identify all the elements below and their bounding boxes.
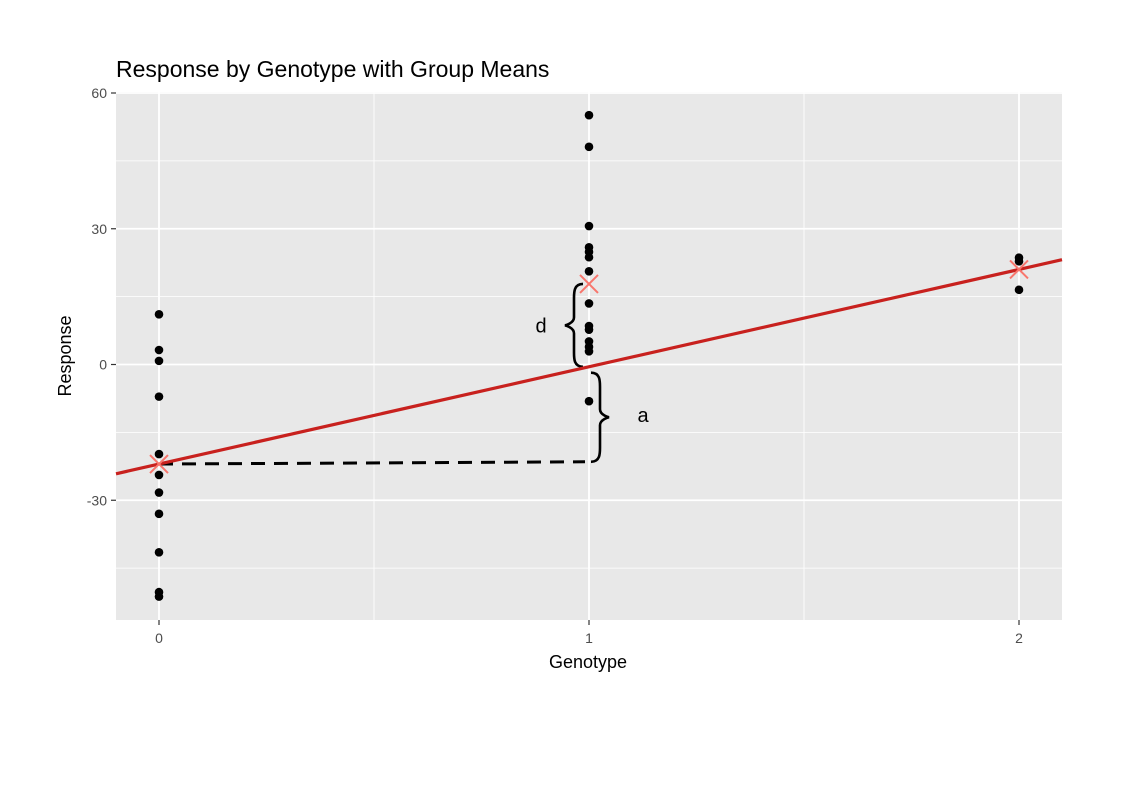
group-mean-marker xyxy=(149,454,169,474)
annotations: da xyxy=(158,282,649,466)
mean-marker-stroke xyxy=(149,454,169,474)
dashed-guide-line xyxy=(158,460,586,466)
data-point xyxy=(154,547,164,557)
data-point xyxy=(584,221,594,231)
chart-title: Response by Genotype with Group Means xyxy=(116,56,549,82)
x-tick-label: 2 xyxy=(1015,630,1023,646)
brace-a xyxy=(590,371,610,464)
group-mean-marker xyxy=(579,274,599,294)
data-point xyxy=(154,470,164,480)
x-tick-label: 1 xyxy=(585,630,593,646)
data-point xyxy=(154,449,164,459)
y-tick-label: 30 xyxy=(91,221,107,237)
data-point xyxy=(154,392,164,401)
data-point xyxy=(154,509,164,519)
data-points xyxy=(154,110,1024,601)
data-point xyxy=(584,347,594,356)
major-gridlines xyxy=(116,92,1062,620)
annotation-a-label: a xyxy=(637,405,649,427)
data-point xyxy=(584,396,594,406)
data-point xyxy=(154,309,164,319)
x-tick-label: 0 xyxy=(155,630,163,646)
data-point xyxy=(584,252,594,262)
data-point xyxy=(154,356,164,366)
regression-line xyxy=(115,258,1063,476)
data-point xyxy=(584,299,594,308)
group-means xyxy=(149,259,1029,474)
data-point xyxy=(154,345,164,355)
data-point xyxy=(154,592,164,601)
data-point xyxy=(1014,257,1024,266)
data-point xyxy=(584,110,594,120)
data-point xyxy=(584,325,594,334)
y-axis-title: Response xyxy=(55,315,75,396)
x-axis: 0 1 2 xyxy=(155,620,1023,646)
x-axis-title: Genotype xyxy=(549,652,627,672)
y-tick-label: 60 xyxy=(91,85,107,101)
data-point xyxy=(154,488,164,497)
data-point xyxy=(1014,285,1024,295)
y-axis: -30 0 30 60 xyxy=(87,85,116,508)
brace-d xyxy=(564,282,584,369)
regression-line-group xyxy=(115,258,1063,476)
group-mean-marker xyxy=(1009,259,1029,280)
data-point xyxy=(584,266,594,276)
annotation-d-label: d xyxy=(535,315,546,337)
data-point xyxy=(584,142,594,152)
mean-marker-stroke xyxy=(1009,259,1029,280)
mean-marker-stroke xyxy=(579,274,599,294)
y-tick-label: 0 xyxy=(99,357,107,373)
y-tick-label: -30 xyxy=(87,492,107,508)
